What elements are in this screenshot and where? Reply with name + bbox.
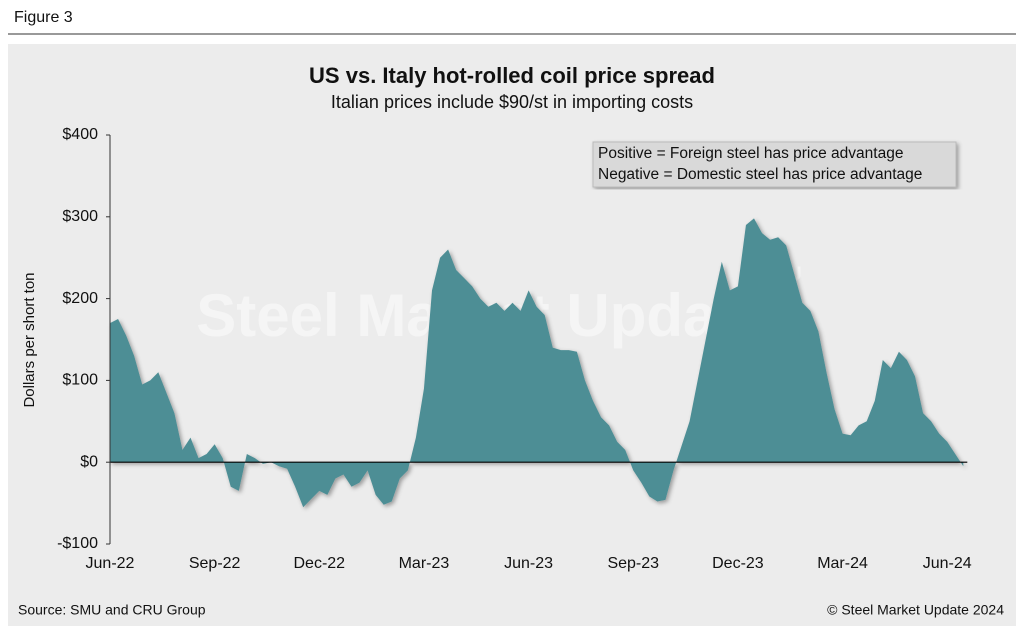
copyright: © Steel Market Update 2024	[827, 602, 1004, 618]
plot: -$100 $0 $100 $200 $300 $400 Jun-22 Sep-22 Dec-2…	[57, 126, 972, 572]
x-tick-label: Mar-23	[399, 555, 450, 572]
annotation: Positive = Foreign steel has price advan…	[598, 145, 903, 162]
x-tick-label: Sep-22	[189, 555, 241, 572]
x-tick-label: Dec-22	[294, 555, 346, 572]
y-tick-label: $300	[62, 208, 98, 225]
y-tick-label: $100	[62, 372, 98, 389]
y-tick-label: $0	[80, 453, 98, 470]
y-tick-label: $200	[62, 290, 98, 307]
y-axis-label: Dollars per short ton	[21, 272, 38, 407]
y-tick-label: $400	[62, 126, 98, 143]
source: Source: SMU and CRU Group	[18, 602, 206, 618]
legend-box	[592, 141, 957, 188]
area	[110, 218, 964, 508]
x-tick-label: Mar-24	[817, 555, 868, 572]
x-tick-label: Jun-22	[86, 555, 135, 572]
annotation: Negative = Domestic steel has price adva…	[598, 166, 922, 183]
x-tick-label: Dec-23	[712, 555, 764, 572]
chart-title: US vs. Italy hot-rolled coil price sprea…	[309, 63, 715, 88]
y-tick-label: -$100	[57, 535, 98, 552]
x-tick-label: Sep-23	[607, 555, 659, 572]
figure-label: Figure 3	[14, 9, 73, 26]
chart-subtitle: Italian prices include $90/st in importi…	[331, 92, 693, 112]
x-tick-label: Jun-23	[504, 555, 553, 572]
x-tick-label: Jun-24	[923, 555, 972, 572]
